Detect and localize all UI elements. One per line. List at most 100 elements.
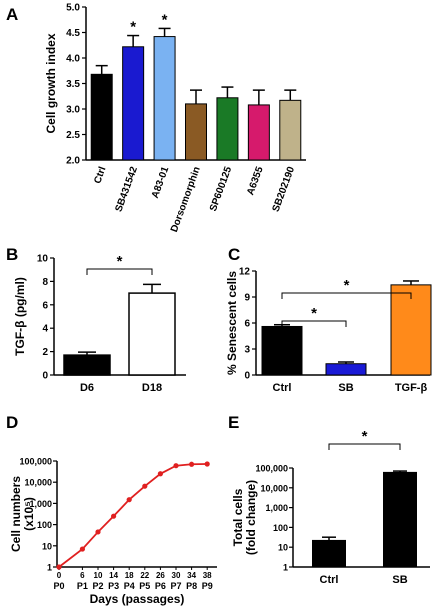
- panel-e-ytick-label: 100,000: [255, 464, 288, 474]
- panel-e-bar: [312, 539, 346, 568]
- panel-e-label: E: [228, 413, 239, 432]
- panel-e-bracket-star: *: [362, 428, 368, 445]
- panel-d-xlabel: Days (passages): [90, 592, 185, 606]
- panel-e-ytick-label: 10: [278, 543, 288, 553]
- panel-d-xtick-day: 30: [172, 571, 181, 580]
- panel-b-bracket: [86, 268, 153, 275]
- panel-e-bracket: [328, 443, 401, 450]
- panel-d-xtick-passage: P3: [108, 581, 119, 591]
- panel-a-significance: *: [162, 11, 168, 28]
- panel-c-category-label: SB: [338, 382, 353, 394]
- panel-a-label: A: [6, 5, 18, 24]
- panel-b-ytick-label: 0: [42, 371, 48, 382]
- panel-c-bracket: [281, 292, 412, 299]
- panel-a-category-label: A6355: [245, 165, 266, 197]
- panel-b-label: B: [6, 245, 18, 264]
- panel-b-bar: [128, 292, 176, 376]
- panel-d-xtick-day: 0: [57, 571, 62, 580]
- panel-c-label: C: [228, 245, 240, 264]
- panel-d-ylabel: Cell numbers(x10⁵): [9, 476, 36, 552]
- panel-d-xtick-passage: P2: [92, 581, 103, 591]
- panel-d-xtick-passage: P7: [170, 581, 181, 591]
- panel-d-ytick-label: 1,000: [29, 499, 52, 509]
- panel-e-ytick-label: 10,000: [260, 483, 288, 493]
- panel-e-bar: [383, 471, 417, 568]
- panel-a-ytick-label: 2.5: [66, 130, 80, 141]
- panel-a-ytick-label: 3.0: [66, 105, 80, 116]
- panel-c-bar: [325, 363, 367, 376]
- panel-a-bar: [90, 73, 113, 161]
- panel-c-ytick-label: 3: [244, 345, 250, 356]
- panel-c-bracket-star: *: [311, 305, 317, 322]
- panel-e-ytick-label: 100: [273, 523, 288, 533]
- panel-d-data-point: [173, 463, 179, 469]
- panel-a-ylabel: Cell growth index: [44, 33, 58, 133]
- panel-d-xtick-day: 22: [140, 571, 149, 580]
- panel-d-xtick-passage: P8: [186, 581, 197, 591]
- panel-a-bar: [216, 97, 239, 161]
- panel-d-data-point: [111, 513, 117, 519]
- panel-b-category-label: D18: [142, 382, 162, 394]
- panel-a-significance: *: [130, 19, 136, 36]
- panel-e-ylabel-line: (fold change): [244, 480, 258, 555]
- panel-d-ylabel-line: (x10⁵): [22, 497, 36, 531]
- panel-c-ytick-label: 9: [244, 293, 250, 304]
- panel-e-ylabel-line: Total cells: [231, 488, 245, 546]
- panel-d-data-point: [142, 483, 148, 489]
- panel-d-ytick-label: 10,000: [24, 478, 52, 488]
- panel-d-data-point: [189, 461, 195, 467]
- panel-d-xtick-day: 18: [125, 571, 134, 580]
- panel-a-bar: [279, 99, 302, 161]
- panel-b-ytick-label: 10: [37, 254, 49, 265]
- panel-a-bar: [185, 103, 207, 161]
- panel-d-xtick-passage: P4: [124, 581, 135, 591]
- panel-a-bar: [153, 36, 176, 161]
- panel-c-ytick-label: 12: [239, 267, 251, 278]
- panel-e-category-label: Ctrl: [320, 574, 339, 586]
- panel-d-data-point: [126, 497, 132, 503]
- panel-d-series-line: [58, 463, 208, 568]
- panel-b-bracket-star: *: [117, 253, 123, 270]
- panel-b-ytick-label: 8: [42, 277, 48, 288]
- panel-b-ylabel: TGF-β (pg/ml): [13, 277, 27, 356]
- panel-a-bar: [122, 46, 145, 161]
- panel-d-data-point: [79, 546, 85, 552]
- panel-c-category-label: TGF-β: [395, 382, 428, 394]
- panel-a-category-label: A83-01: [150, 165, 172, 200]
- panel-c-bar: [261, 325, 303, 376]
- panel-d-xtick-day: 26: [156, 571, 165, 580]
- panel-c-bracket: [281, 320, 347, 327]
- panel-c-category-label: Ctrl: [273, 382, 292, 394]
- panel-d-xtick-passage: P5: [139, 581, 150, 591]
- panel-c-ytick-label: 6: [244, 319, 250, 330]
- panel-c-bracket-star: *: [344, 277, 350, 294]
- panel-c-bar: [390, 284, 432, 376]
- panel-d-data-point: [157, 471, 163, 477]
- panel-d-ylabel-line: Cell numbers: [9, 476, 23, 552]
- panel-a-ytick-label: 5.0: [66, 3, 80, 14]
- panel-a-ytick-label: 4.5: [66, 28, 80, 39]
- panel-a-category-label: SB431542: [113, 165, 140, 214]
- panel-d-ytick-label: 1: [47, 563, 52, 573]
- panel-d-ytick-label: 100,000: [19, 457, 52, 467]
- panel-d-ytick-label: 100: [37, 520, 52, 530]
- panel-d-data-point: [56, 564, 62, 570]
- panel-d-xtick-day: 34: [187, 571, 196, 580]
- panel-a-ytick-label: 4.0: [66, 54, 80, 65]
- panel-d-data-point: [95, 529, 101, 535]
- panel-d-xtick-day: 38: [203, 571, 212, 580]
- panel-d-ytick-label: 10: [42, 541, 52, 551]
- panel-e-ytick-label: 1,000: [265, 503, 288, 513]
- panel-d-xtick-passage: P6: [155, 581, 166, 591]
- panel-d-data-point: [204, 461, 210, 467]
- panel-a-category-label: SB202190: [271, 165, 298, 214]
- panel-d-xtick-passage: P0: [53, 581, 64, 591]
- panel-c-ytick-label: 0: [244, 371, 250, 382]
- panel-a-category-label: Dorsomorphin: [169, 165, 203, 233]
- panel-a-category-label: SP600125: [208, 165, 234, 213]
- panel-d-xtick-passage: P1: [77, 581, 88, 591]
- panel-b-category-label: D6: [80, 382, 94, 394]
- panel-a-ytick-label: 2.0: [66, 156, 80, 167]
- panel-b-ytick-label: 6: [42, 300, 48, 311]
